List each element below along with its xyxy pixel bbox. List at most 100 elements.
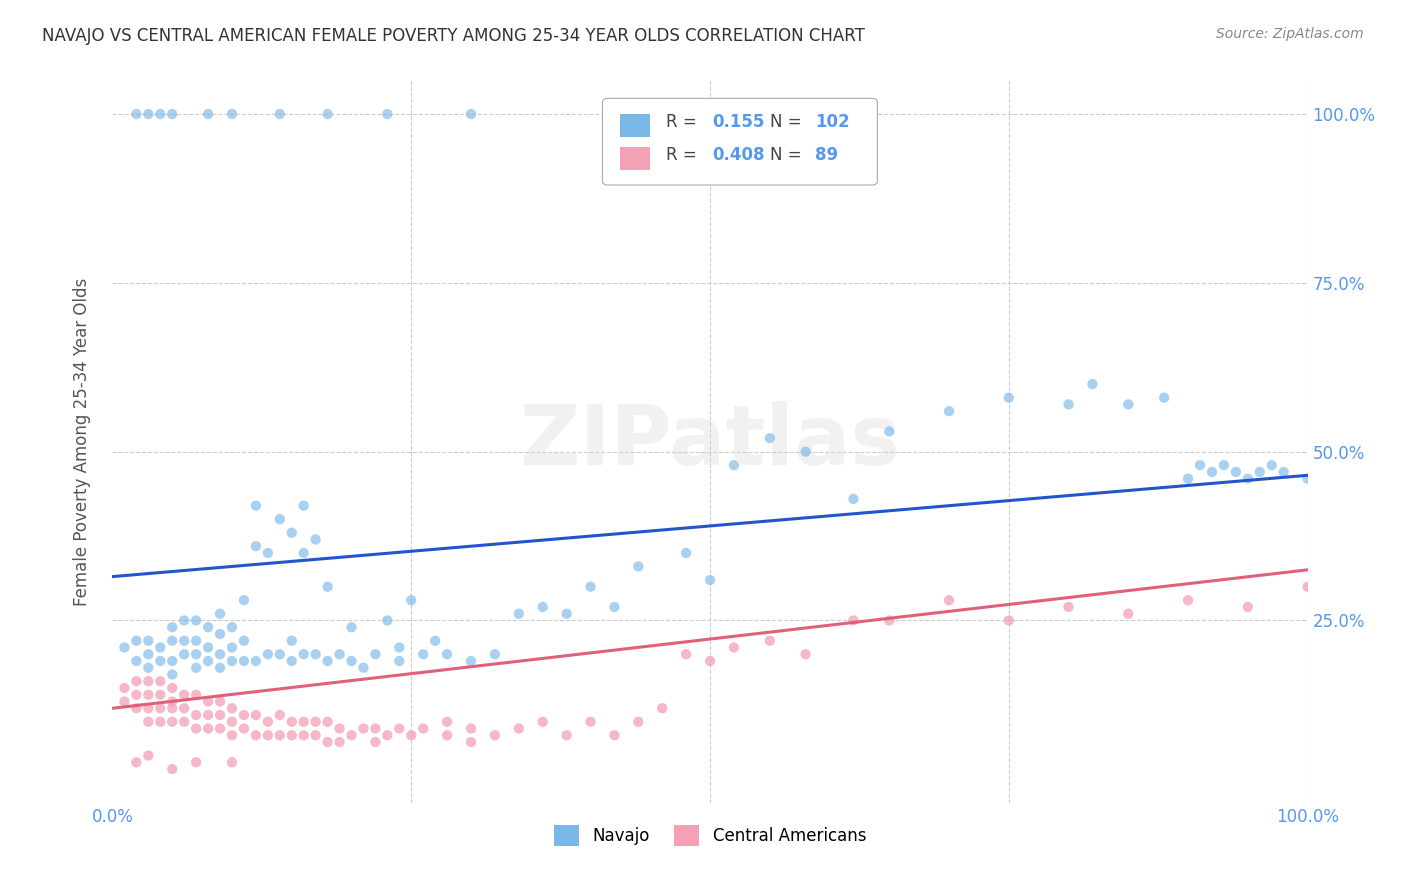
Point — [675, 647, 697, 661]
Legend: Navajo, Central Americans: Navajo, Central Americans — [547, 819, 873, 852]
Point — [436, 647, 458, 661]
Point — [173, 714, 195, 729]
Point — [316, 580, 339, 594]
Point — [125, 701, 148, 715]
Point — [555, 728, 578, 742]
Point — [292, 499, 315, 513]
Point — [401, 728, 423, 742]
Point — [292, 714, 315, 729]
Point — [316, 735, 339, 749]
Point — [197, 107, 219, 121]
Point — [364, 735, 387, 749]
Text: Source: ZipAtlas.com: Source: ZipAtlas.com — [1216, 27, 1364, 41]
Point — [221, 714, 243, 729]
Point — [245, 728, 267, 742]
Point — [1261, 458, 1284, 472]
Point — [627, 559, 650, 574]
Point — [388, 640, 411, 655]
Point — [197, 708, 219, 723]
Point — [125, 633, 148, 648]
Point — [1237, 599, 1260, 614]
Point — [162, 654, 183, 668]
Point — [162, 714, 183, 729]
Text: 89: 89 — [815, 146, 838, 164]
Point — [162, 620, 183, 634]
FancyBboxPatch shape — [620, 147, 651, 169]
Point — [281, 728, 304, 742]
Text: N =: N = — [770, 113, 807, 131]
Text: 0.155: 0.155 — [713, 113, 765, 131]
Point — [138, 661, 160, 675]
Point — [149, 714, 172, 729]
Point — [221, 756, 243, 770]
Point — [998, 614, 1021, 628]
Point — [1118, 607, 1140, 621]
Point — [221, 701, 243, 715]
Point — [412, 647, 434, 661]
Point — [1118, 397, 1140, 411]
Point — [186, 661, 208, 675]
Point — [149, 688, 172, 702]
Point — [233, 722, 256, 736]
Point — [138, 701, 160, 715]
Point — [186, 756, 208, 770]
Point — [138, 714, 160, 729]
Point — [1057, 397, 1080, 411]
Text: 0.408: 0.408 — [713, 146, 765, 164]
Text: NAVAJO VS CENTRAL AMERICAN FEMALE POVERTY AMONG 25-34 YEAR OLDS CORRELATION CHAR: NAVAJO VS CENTRAL AMERICAN FEMALE POVERT… — [42, 27, 865, 45]
Point — [723, 458, 745, 472]
Point — [269, 708, 291, 723]
Point — [186, 614, 208, 628]
Point — [257, 728, 280, 742]
Point — [794, 444, 817, 458]
Point — [209, 647, 232, 661]
Point — [114, 640, 135, 655]
Point — [186, 708, 208, 723]
Point — [125, 756, 148, 770]
Point — [125, 688, 148, 702]
Point — [340, 654, 363, 668]
Point — [1296, 580, 1319, 594]
Point — [138, 647, 160, 661]
Point — [460, 107, 482, 121]
Point — [305, 533, 328, 547]
Point — [281, 633, 304, 648]
Point — [257, 714, 280, 729]
Point — [233, 633, 256, 648]
Point — [233, 708, 256, 723]
Point — [209, 607, 232, 621]
Point — [675, 546, 697, 560]
Text: R =: R = — [666, 146, 702, 164]
Point — [221, 728, 243, 742]
Point — [412, 722, 434, 736]
Point — [352, 661, 374, 675]
Point — [938, 593, 960, 607]
Point — [114, 694, 135, 708]
Point — [186, 722, 208, 736]
Point — [245, 654, 267, 668]
Point — [125, 107, 148, 121]
Point — [233, 654, 256, 668]
Point — [794, 647, 817, 661]
Point — [162, 667, 183, 681]
Point — [699, 654, 721, 668]
Point — [579, 714, 602, 729]
Point — [508, 722, 530, 736]
Point — [186, 647, 208, 661]
Point — [1177, 593, 1199, 607]
Point — [292, 728, 315, 742]
Point — [508, 607, 530, 621]
Point — [281, 525, 304, 540]
Point — [125, 674, 148, 689]
Point — [173, 633, 195, 648]
Point — [316, 714, 339, 729]
Point — [329, 735, 352, 749]
Point — [269, 107, 291, 121]
Point — [114, 681, 135, 695]
Point — [149, 107, 172, 121]
Point — [1177, 472, 1199, 486]
Point — [305, 728, 328, 742]
Point — [138, 633, 160, 648]
Point — [531, 714, 554, 729]
Point — [377, 728, 399, 742]
